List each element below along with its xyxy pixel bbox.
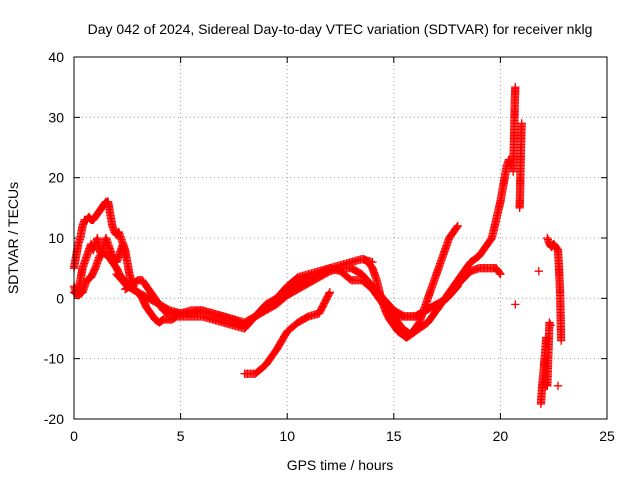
y-tick-label: 20 bbox=[48, 170, 64, 186]
y-tick-label: -10 bbox=[44, 351, 64, 367]
y-tick-label: 40 bbox=[48, 49, 64, 65]
x-tick-label: 25 bbox=[599, 428, 615, 444]
data-point bbox=[553, 381, 563, 390]
data-point bbox=[546, 321, 555, 330]
data-point bbox=[557, 336, 566, 345]
y-tick-label: 10 bbox=[48, 230, 64, 246]
data-point bbox=[534, 267, 543, 276]
y-tick-label: 0 bbox=[56, 290, 64, 306]
data-point bbox=[452, 222, 462, 232]
data-point bbox=[511, 83, 520, 92]
y-tick-label: -20 bbox=[44, 411, 64, 427]
x-axis-label: GPS time / hours bbox=[287, 457, 394, 473]
x-tick-label: 20 bbox=[493, 428, 509, 444]
data-point bbox=[517, 119, 526, 128]
x-tick-label: 5 bbox=[177, 428, 185, 444]
x-tick-label: 0 bbox=[70, 428, 78, 444]
plot-frame bbox=[73, 56, 608, 420]
x-tick-label: 10 bbox=[279, 428, 295, 444]
data-point bbox=[511, 300, 520, 309]
data-point bbox=[496, 270, 505, 279]
y-tick-label: 30 bbox=[48, 109, 64, 125]
data-point bbox=[325, 288, 334, 297]
tick-labels: 0 5 10 15 20 25 -20 -10 0 10 20 30 40 bbox=[44, 49, 615, 444]
chart-title: Day 042 of 2024, Sidereal Day-to-day VTE… bbox=[88, 21, 593, 37]
data-point bbox=[324, 289, 334, 298]
data-point bbox=[495, 268, 504, 278]
data-points bbox=[69, 83, 566, 409]
y-axis-label: SDTVAR / TECUs bbox=[5, 182, 21, 294]
x-tick-label: 15 bbox=[386, 428, 402, 444]
data-point bbox=[453, 221, 462, 231]
